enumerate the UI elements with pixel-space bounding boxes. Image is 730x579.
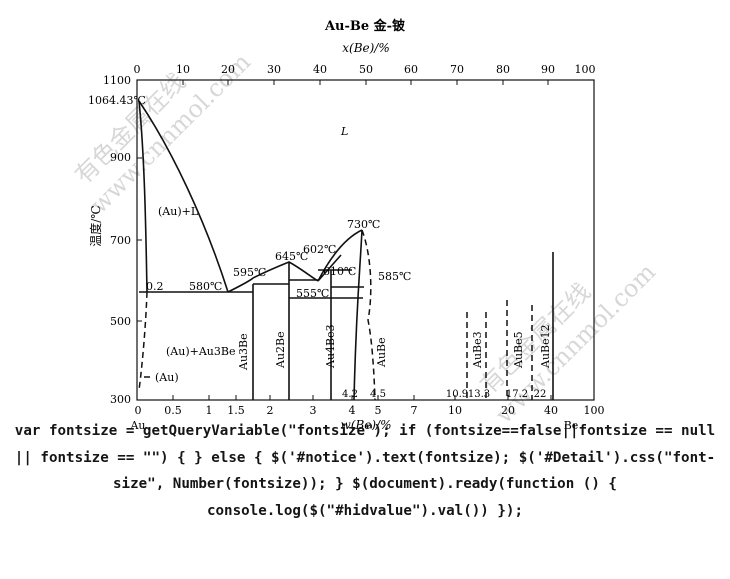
- bottom-tick: 0: [135, 404, 142, 417]
- compound-labels: Au3Be Au2Be Au4Be3 AuBe AuBe3 AuBe5 AuBe…: [237, 324, 552, 371]
- phase-aube: AuBe: [375, 337, 388, 368]
- aube-right-dashed: [361, 229, 376, 401]
- bottom-axis-ticks: 0 0.5 1 1.5 2 3 4 5 7 10 20 40 100: [135, 404, 605, 417]
- region-au-au3be: (Au)+Au3Be: [166, 345, 235, 358]
- liquidus-595: [227, 277, 254, 293]
- phase-diagram: 有色金属在线 www.cnnmol.com 有色金属在线 www.cnnmol.…: [69, 18, 661, 430]
- top-tick: 0: [134, 63, 141, 76]
- aube-left-solvus: [353, 229, 363, 401]
- bottom-tick: 20: [501, 404, 515, 417]
- label-610: 610℃: [323, 265, 356, 278]
- script-text: var fontsize = getQueryVariable("fontsiz…: [14, 423, 716, 519]
- label-585: 585℃: [378, 270, 411, 283]
- region-labels: L (Au)+L (Au)+Au3Be (Au): [155, 125, 348, 384]
- diagram-title: Au-Be 金-铍: [324, 18, 405, 34]
- phase-aube12: AuBe12: [539, 324, 552, 369]
- region-au: (Au): [155, 371, 179, 384]
- liquidus-au-side: [138, 100, 229, 293]
- label-595: 595℃: [233, 266, 266, 279]
- bottom-tick: 5: [375, 404, 382, 417]
- bottom-tick: 0.5: [164, 404, 182, 417]
- top-tick: 90: [541, 63, 555, 76]
- bottom-tick: 3: [310, 404, 317, 417]
- phase-au3be: Au3Be: [237, 333, 250, 371]
- mark-4-5: 4.5: [370, 389, 386, 400]
- top-tick: 40: [313, 63, 327, 76]
- bottom-tick: 10: [448, 404, 462, 417]
- phase-aube3: AuBe3: [471, 331, 484, 369]
- solvus-au: [138, 291, 148, 391]
- bottom-tick: 7: [411, 404, 418, 417]
- y-axis-label: 温度/℃: [88, 205, 103, 246]
- phase-aube5: AuBe5: [512, 331, 525, 369]
- top-tick: 10: [176, 63, 190, 76]
- phase-au2be: Au2Be: [274, 331, 287, 369]
- point-labels: 1064.43℃ 730℃ 645℃ 602℃ 610℃ 595℃ 585℃ 5…: [88, 94, 411, 300]
- top-tick: 70: [450, 63, 464, 76]
- y-tick: 300: [110, 393, 131, 406]
- top-tick: 80: [496, 63, 510, 76]
- top-tick: 100: [575, 63, 596, 76]
- label-602: 602℃: [303, 243, 336, 256]
- y-tick: 700: [110, 234, 131, 247]
- y-tick: 500: [110, 315, 131, 328]
- axis-end-au: Au: [129, 419, 145, 430]
- solidus-au-side: [138, 100, 148, 293]
- liquidus-730: [317, 229, 363, 282]
- bottom-axis-label: w(Be)/%: [341, 418, 392, 430]
- y-axis-ticks: 1100 900 700 500 300: [103, 74, 131, 406]
- top-tick: 60: [404, 63, 418, 76]
- bottom-tick: 100: [584, 404, 605, 417]
- mark-22: 22: [534, 389, 547, 400]
- top-axis-ticks: 0 10 20 30 40 50 60 70 80 90 100: [134, 63, 596, 76]
- mark-4-2: 4.2: [342, 389, 358, 400]
- mark-10-9: 10.9: [446, 389, 468, 400]
- mark-13-3: 13.3: [468, 389, 490, 400]
- top-tick: 30: [267, 63, 281, 76]
- bottom-tick: 40: [544, 404, 558, 417]
- label-730: 730℃: [347, 218, 380, 231]
- bottom-tick: 1: [206, 404, 213, 417]
- dashed-lines: [138, 229, 533, 401]
- label-0-2: 0.2: [146, 280, 164, 293]
- region-liquid: L: [340, 125, 348, 138]
- watermark-1: 有色金属在线 www.cnnmol.com: [69, 48, 256, 219]
- bottom-tick: 2: [267, 404, 274, 417]
- composition-marks: 4.2 4.5 10.9 13.3 17.2 22: [342, 389, 546, 400]
- y-tick: 1100: [103, 74, 131, 87]
- bottom-tick: 1.5: [227, 404, 245, 417]
- label-580: 580℃: [189, 280, 222, 293]
- region-au-l: (Au)+L: [158, 205, 199, 218]
- label-au-melt: 1064.43℃: [88, 94, 146, 107]
- phase-au4be3: Au4Be3: [324, 324, 337, 369]
- top-tick: 20: [221, 63, 235, 76]
- phase-lines: [138, 100, 554, 401]
- top-tick: 50: [359, 63, 373, 76]
- y-tick: 900: [110, 151, 131, 164]
- axis-end-be: Be: [564, 419, 579, 430]
- label-645: 645℃: [275, 250, 308, 263]
- mark-17-2: 17.2: [506, 389, 528, 400]
- top-axis-label: x(Be)/%: [342, 41, 390, 55]
- bottom-tick: 4: [349, 404, 356, 417]
- label-555: 555℃: [296, 287, 329, 300]
